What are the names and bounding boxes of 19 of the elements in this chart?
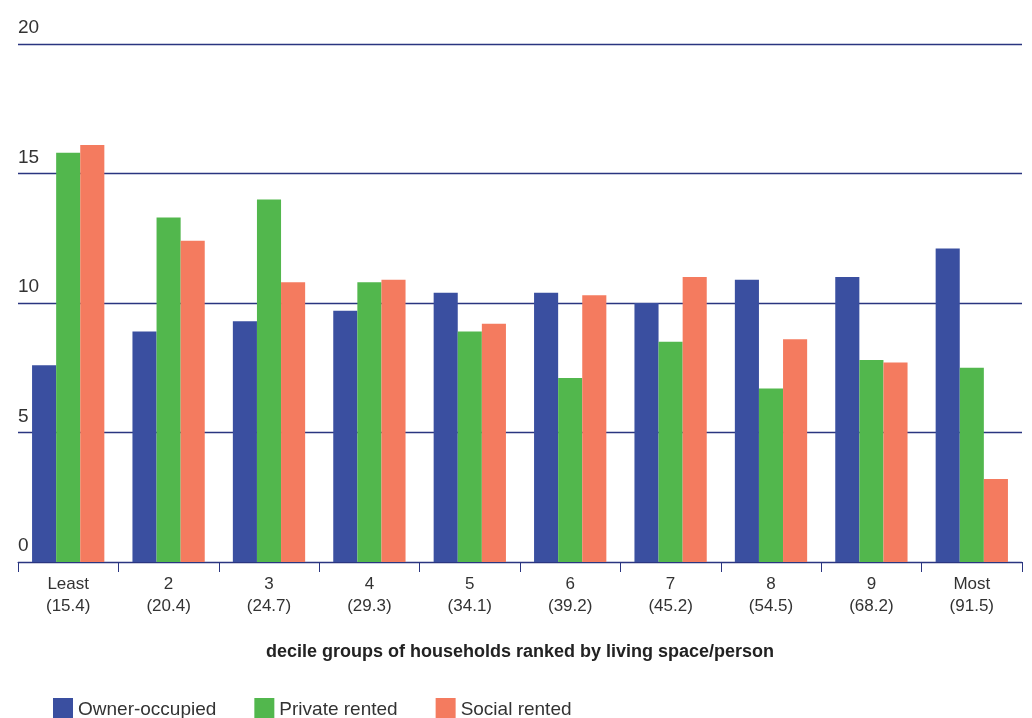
x-tick-label: 3 (24.7) xyxy=(246,573,292,615)
legend-label: Social rented xyxy=(460,697,572,718)
x-tick-label: 2 (20.4) xyxy=(146,573,191,615)
x-tick-label: 8 (54.5) xyxy=(748,573,794,615)
x-tick-label: Least (15.4) xyxy=(45,573,91,615)
y-tick-label: 5 xyxy=(18,404,29,426)
y-tick-label: 20 xyxy=(18,16,40,37)
legend-label: Private rented xyxy=(279,697,398,718)
x-tick-label: Most (91.5) xyxy=(949,573,995,615)
y-tick-label: 0 xyxy=(18,534,29,555)
legend-label: Owner-occupied xyxy=(78,697,217,718)
x-tick-label: 9 (68.2) xyxy=(849,573,894,615)
y-tick-label: 10 xyxy=(18,275,40,296)
x-tick-label: 5 (34.1) xyxy=(447,573,493,615)
x-tick-label: 7 (45.2) xyxy=(648,573,693,615)
x-tick-label: 4 (29.3) xyxy=(347,573,392,615)
x-axis-title: decile groups of households ranked by living space/person xyxy=(265,641,775,661)
x-tick-label: 6 (39.2) xyxy=(547,573,593,615)
y-tick-label: 15 xyxy=(18,145,40,167)
